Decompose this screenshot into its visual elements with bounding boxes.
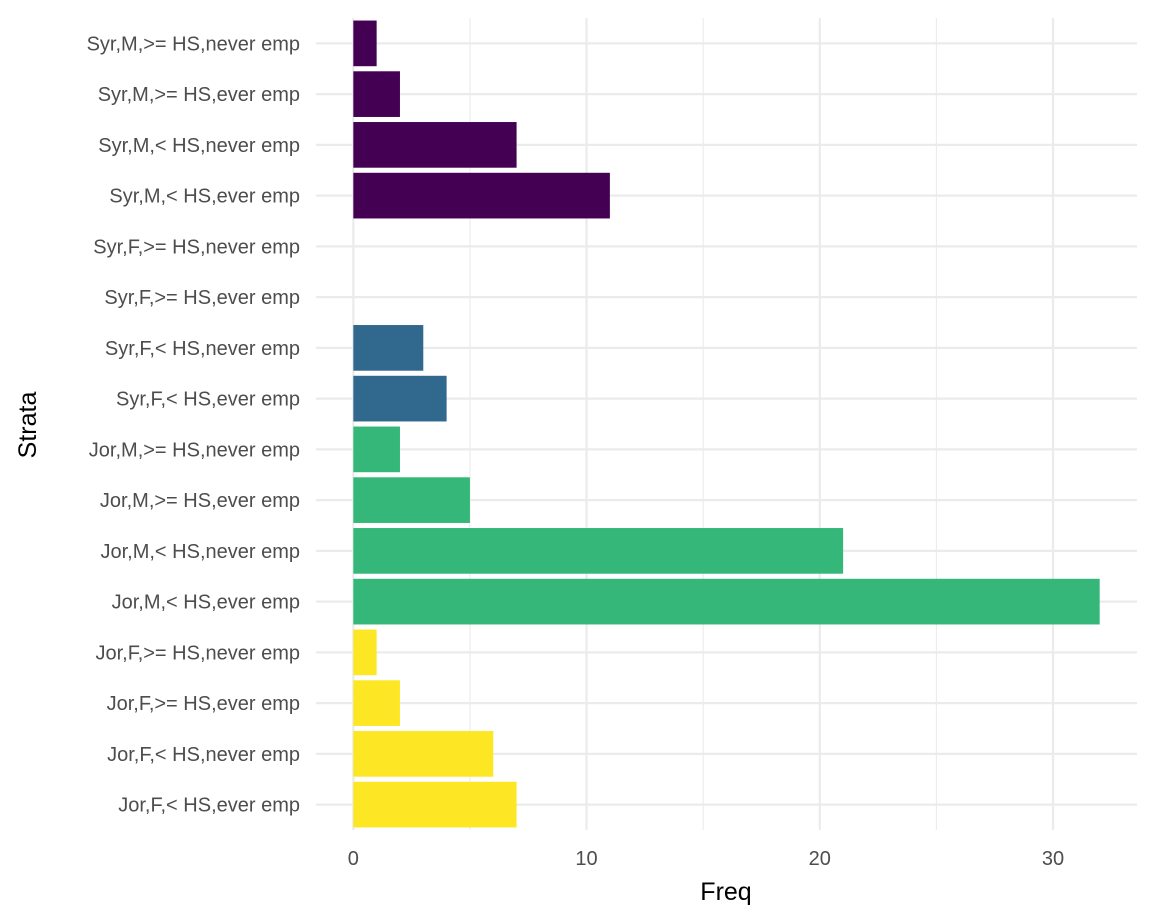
x-axis-title: Freq: [700, 878, 751, 906]
bar-1: [353, 71, 400, 117]
x-tick-label-3: 30: [1042, 848, 1064, 870]
y-tick-labels: Syr,M,>= HS,never emp Syr,M,>= HS,ever em…: [87, 33, 300, 816]
bar-9: [353, 477, 470, 523]
x-tick-label-1: 10: [575, 848, 597, 870]
y-axis-title: Strata: [14, 392, 42, 459]
bar-6: [353, 325, 424, 371]
y-tick-label-9: Jor,M,>= HS,ever emp: [100, 490, 300, 512]
y-tick-label-4: Syr,F,>= HS,never emp: [93, 236, 300, 258]
bar-14: [353, 731, 494, 777]
bar-7: [353, 375, 447, 422]
y-tick-label-14: Jor,F,< HS,never emp: [107, 744, 300, 766]
bar-10: [353, 528, 844, 574]
y-tick-label-11: Jor,M,< HS,ever emp: [112, 592, 300, 614]
y-tick-label-2: Syr,M,< HS,never emp: [98, 135, 300, 157]
y-tick-label-3: Syr,M,< HS,ever emp: [109, 186, 300, 208]
y-tick-label-13: Jor,F,>= HS,ever emp: [107, 693, 300, 715]
x-tick-label-2: 20: [809, 848, 831, 870]
bar-13: [353, 680, 400, 726]
x-tick-label-0: 0: [348, 848, 359, 870]
y-tick-label-15: Jor,F,< HS,ever emp: [118, 795, 300, 817]
bar-3: [353, 172, 610, 219]
bar-8: [353, 426, 400, 473]
y-tick-label-12: Jor,F,>= HS,never emp: [95, 642, 300, 664]
y-tick-label-6: Syr,F,< HS,never emp: [105, 338, 300, 360]
bar-0: [353, 20, 377, 67]
y-tick-label-5: Syr,F,>= HS,ever emp: [104, 287, 300, 309]
x-tick-labels: 0 10 20 30: [348, 848, 1064, 870]
y-tick-label-10: Jor,M,< HS,never emp: [100, 541, 300, 563]
bar-2: [353, 122, 517, 168]
y-tick-label-7: Syr,F,< HS,ever emp: [116, 389, 300, 411]
y-tick-label-1: Syr,M,>= HS,ever emp: [98, 84, 300, 106]
bar-15: [353, 781, 517, 828]
bar-11: [353, 578, 1100, 625]
y-tick-label-0: Syr,M,>= HS,never emp: [87, 33, 300, 55]
bars: [353, 20, 1100, 828]
y-tick-label-8: Jor,M,>= HS,never emp: [89, 439, 300, 461]
bar-12: [353, 629, 377, 676]
